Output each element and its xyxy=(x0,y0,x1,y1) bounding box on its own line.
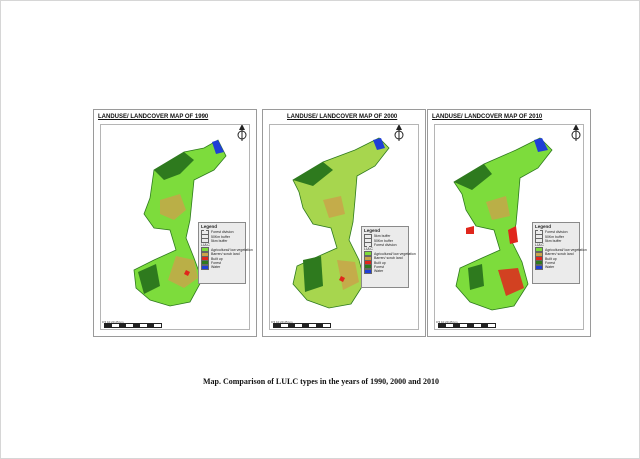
map-title: LANDUSE/ LANDCOVER MAP OF 2000 xyxy=(287,114,398,120)
map-title: LANDUSE/ LANDCOVER MAP OF 1990 xyxy=(98,114,209,120)
lulc-map-2010 xyxy=(453,137,553,311)
map-frame xyxy=(434,124,584,330)
map-legend: Legend 5km buffer 50Km buffer Forest div… xyxy=(361,226,416,288)
map-legend: Legend Forest division 50Km buffer 5km b… xyxy=(198,222,253,284)
scale-bar xyxy=(438,323,496,328)
lulc-map-2000 xyxy=(292,137,390,309)
north-arrow-icon xyxy=(571,124,581,141)
scale-bar xyxy=(273,323,331,328)
map-panel-2010: LANDUSE/ LANDCOVER MAP OF 2010 Legend Fo… xyxy=(427,109,591,337)
map-panel-1990: LANDUSE/ LANDCOVER MAP OF 1990 Legend Fo… xyxy=(93,109,257,337)
north-arrow-icon xyxy=(394,124,404,141)
scale-label: 0 5 10 20 25 km xyxy=(436,320,458,324)
map-title: LANDUSE/ LANDCOVER MAP OF 2010 xyxy=(432,114,543,120)
scale-label: 0 5 10 20 25 km xyxy=(271,320,293,324)
scale-bar xyxy=(104,323,162,328)
north-arrow-icon xyxy=(237,124,247,141)
lulc-map-1990 xyxy=(133,139,227,307)
map-frame xyxy=(100,124,250,330)
map-frame xyxy=(269,124,419,330)
scale-label: 0 5 10 20 25 km xyxy=(102,320,124,324)
figure-caption: Map. Comparison of LULC types in the yea… xyxy=(202,377,439,386)
map-panel-2000: LANDUSE/ LANDCOVER MAP OF 2000 Legend 5k… xyxy=(262,109,426,337)
map-legend: Legend Forest division 50Km buffer 5km b… xyxy=(532,222,587,284)
